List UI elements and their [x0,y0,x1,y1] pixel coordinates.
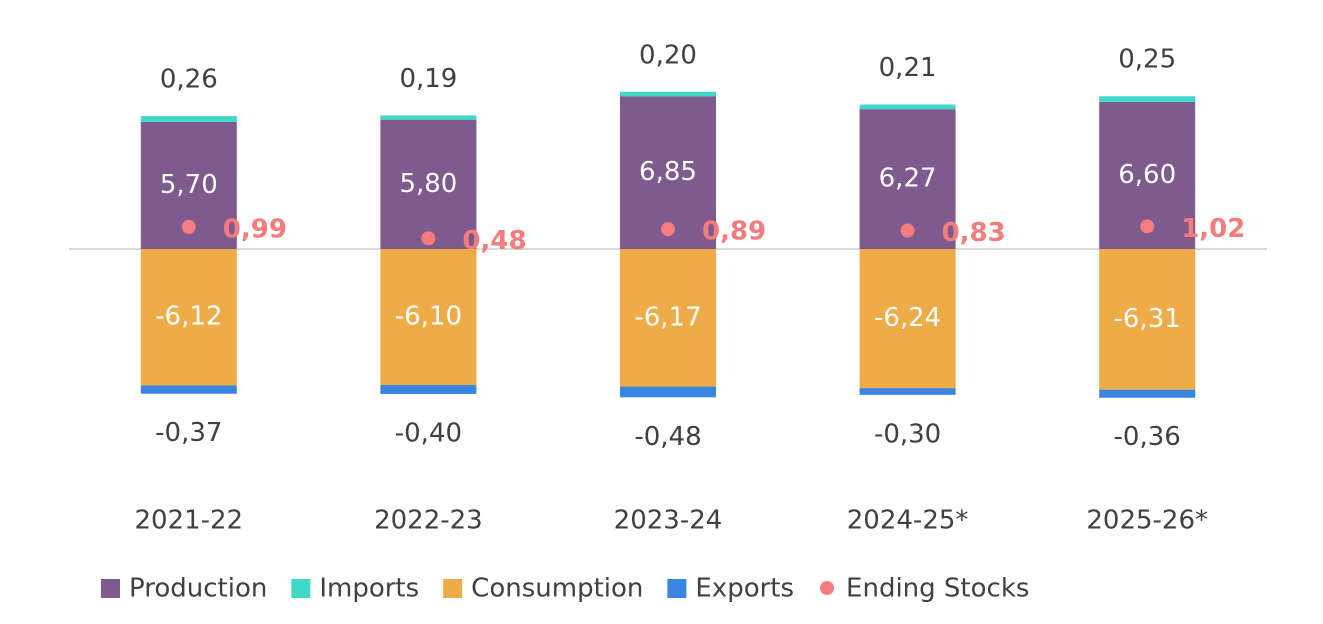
stock-dot [661,222,675,237]
data-label: -0,36 [1114,422,1181,452]
data-label: -0,30 [874,419,941,449]
bar-segment [140,385,237,394]
data-label: -0,40 [395,418,462,448]
bar-segment [140,116,237,122]
bar-segment [1099,389,1196,398]
legend-marker [667,579,687,598]
data-label: 5,80 [399,169,457,199]
stock-dot [1140,219,1155,234]
bar-segment [859,388,956,395]
bar-segment [859,249,956,389]
data-label: -0,48 [634,422,701,452]
legend-marker [101,579,120,598]
bar-segment [380,115,477,120]
data-label: 0,26 [160,65,218,95]
x-tick-label: 2025-26* [1086,506,1208,536]
data-label: -0,37 [155,418,222,448]
bar-segment [620,386,716,398]
data-label: 0,19 [399,64,457,94]
bar-segment [380,119,477,249]
bar-segment [1099,249,1196,390]
stock-dot [421,231,436,246]
stock-label: 1,02 [1181,214,1245,244]
x-tick-label: 2023-24 [614,506,723,536]
data-label: 0,21 [879,53,937,83]
data-label: 6,60 [1118,160,1176,190]
data-label: 0,20 [639,40,697,70]
bar-segment [1099,96,1196,102]
data-label: -6,17 [634,302,701,332]
bar-segment [620,249,716,387]
data-label: -6,12 [155,302,222,332]
legend-label: Consumption [471,574,643,604]
stock-dot [181,219,196,234]
data-label: 5,70 [160,170,218,200]
legend-label: Ending Stocks [846,574,1029,604]
stock-label: 0,89 [702,217,766,247]
data-label: 0,25 [1118,45,1176,75]
bar-segment [380,249,477,386]
legend-marker [291,579,311,598]
data-label: -6,10 [395,302,462,332]
bar-segment [620,91,716,97]
stock-label: 0,83 [942,218,1006,248]
stock-dot [900,223,915,238]
bar-segment [859,104,956,110]
x-tick-label: 2024-25* [847,506,969,536]
legend-label: Exports [695,574,794,604]
data-label: -6,24 [874,303,941,333]
bar-segment [380,385,477,394]
legend-label: Imports [319,574,419,604]
data-label: 6,27 [879,164,937,194]
stock-label: 0,99 [223,214,287,244]
data-label: -6,31 [1114,304,1181,334]
legend-label: Production [129,574,267,604]
legend-marker [443,579,463,598]
x-tick-label: 2021-22 [134,506,243,536]
bar-segment [140,249,237,386]
x-tick-label: 2022-23 [374,506,483,536]
data-label: 6,85 [639,157,697,187]
legend-marker [820,581,835,595]
stock-label: 0,48 [462,226,526,256]
